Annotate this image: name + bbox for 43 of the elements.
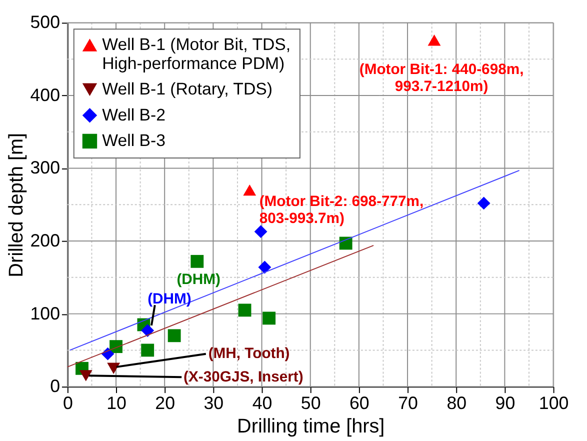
point bbox=[190, 254, 204, 268]
legend-label: Well B-3 bbox=[102, 131, 166, 150]
x-tick-label: 100 bbox=[538, 392, 569, 413]
point bbox=[238, 304, 252, 317]
point bbox=[254, 225, 268, 238]
x-axis-title: Drilling time [hrs] bbox=[237, 416, 385, 438]
legend-label: Well B-1 (Rotary, TDS) bbox=[102, 80, 272, 99]
point bbox=[141, 324, 154, 338]
point bbox=[79, 370, 92, 382]
point bbox=[168, 329, 181, 342]
point bbox=[107, 362, 120, 374]
annotation: (MH, Tooth) bbox=[208, 346, 290, 362]
x-tick-label: 90 bbox=[495, 392, 516, 413]
y-tick-label: 300 bbox=[30, 158, 60, 178]
x-tick-label: 70 bbox=[398, 392, 418, 413]
annotation: (DHM) bbox=[148, 291, 192, 308]
point bbox=[428, 34, 441, 46]
x-tick-label: 30 bbox=[204, 392, 224, 413]
y-tick-label: 100 bbox=[30, 303, 60, 324]
x-tick-label: 80 bbox=[446, 392, 467, 413]
x-tick-label: 20 bbox=[155, 392, 176, 413]
point bbox=[141, 344, 154, 357]
y-axis-title: Drilled depth [m] bbox=[5, 132, 28, 278]
point bbox=[101, 347, 114, 360]
legend-label: Well B-2 bbox=[102, 105, 166, 124]
annotation: (X-30GJS, Insert) bbox=[184, 369, 304, 386]
point bbox=[258, 260, 272, 274]
y-tick-label: 400 bbox=[30, 84, 60, 105]
x-tick-label: 50 bbox=[300, 392, 321, 413]
y-tick-label: 0 bbox=[50, 376, 60, 396]
annotation: (Motor Bit-2: 698-777m, 803-993.7m) bbox=[259, 194, 424, 227]
annotation: (DHM) bbox=[176, 272, 221, 288]
point bbox=[243, 184, 256, 196]
x-tick-label: 40 bbox=[252, 392, 272, 413]
point bbox=[262, 312, 276, 325]
x-tick-label: 60 bbox=[350, 392, 370, 413]
x-tick-label: 0 bbox=[62, 392, 73, 413]
point bbox=[477, 196, 490, 210]
annotation: (Motor Bit-1: 440-698m, 993.7-1210m) bbox=[359, 62, 524, 96]
x-tick-label: 10 bbox=[106, 392, 126, 413]
legend-label: Well B-1 (Motor Bit, TDS, High-performance PDM) bbox=[102, 34, 291, 73]
y-tick-label: 200 bbox=[30, 230, 60, 250]
y-tick-label: 500 bbox=[30, 12, 60, 32]
